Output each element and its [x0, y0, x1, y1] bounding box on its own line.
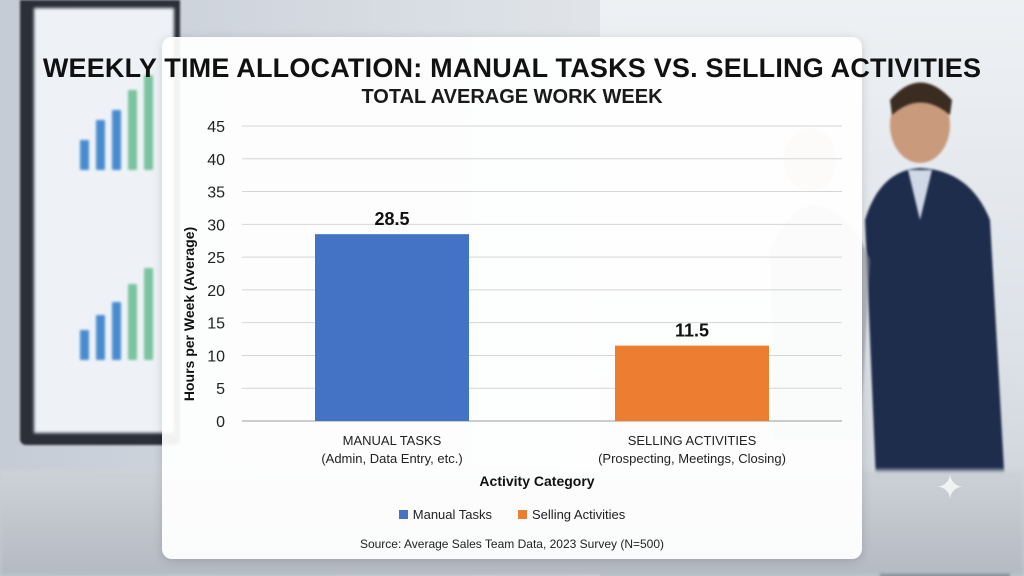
legend-swatch	[398, 510, 408, 519]
chart-subtitle: TOTAL AVERAGE WORK WEEK	[361, 86, 663, 108]
legend-swatch	[518, 510, 528, 519]
bar	[615, 345, 769, 421]
bars: 28.5 11.5	[315, 209, 769, 421]
y-tick-label: 0	[216, 414, 225, 431]
y-tick-label: 40	[207, 152, 225, 169]
data-label: 28.5	[374, 209, 409, 229]
x-tick-label: MANUAL TASKS	[343, 433, 442, 448]
source-note: Source: Average Sales Team Data, 2023 Su…	[359, 537, 665, 551]
chart-title: WEEKLY TIME ALLOCATION: MANUAL TASKS VS.…	[42, 53, 982, 83]
sparkle-icon: ✦	[935, 469, 965, 507]
legend-item: Manual Tasks	[398, 507, 493, 522]
x-tick-sublabel: (Prospecting, Meetings, Closing)	[598, 451, 786, 466]
bar-chart: 0 5 10 15 20 25 30 35 40 45 28.5 11.5 MANUAL TASKS…	[181, 119, 842, 489]
y-axis-label: Hours per Week (Average)	[181, 227, 197, 401]
bar	[315, 234, 469, 421]
y-tick-label: 45	[207, 119, 225, 136]
legend-item: Selling Activities	[518, 507, 625, 522]
legend-label: Selling Activities	[532, 507, 626, 522]
x-axis-label: Activity Category	[479, 473, 594, 489]
y-axis-ticks: 0 5 10 15 20 25 30 35 40 45	[207, 119, 225, 431]
x-tick-label: SELLING ACTIVITIES	[628, 433, 757, 448]
y-tick-label: 15	[207, 316, 225, 333]
data-label: 11.5	[675, 321, 709, 341]
legend-label: Manual Tasks	[412, 507, 493, 522]
x-tick-sublabel: (Admin, Data Entry, etc.)	[321, 451, 462, 466]
background-bars-bottom	[40, 250, 160, 360]
y-tick-label: 10	[207, 348, 225, 365]
y-tick-label: 30	[207, 217, 225, 234]
y-tick-label: 5	[216, 381, 225, 398]
background-bars-top	[40, 60, 160, 170]
y-tick-label: 20	[207, 283, 225, 300]
y-tick-label: 35	[207, 185, 225, 202]
y-tick-label: 25	[207, 250, 225, 267]
x-axis-ticks: MANUAL TASKS (Admin, Data Entry, etc.) SEL…	[321, 433, 786, 466]
legend: Manual Tasks Selling Activities	[162, 507, 862, 522]
chart-card: WEEKLY TIME ALLOCATION: MANUAL TASKS VS.…	[43, 37, 981, 559]
